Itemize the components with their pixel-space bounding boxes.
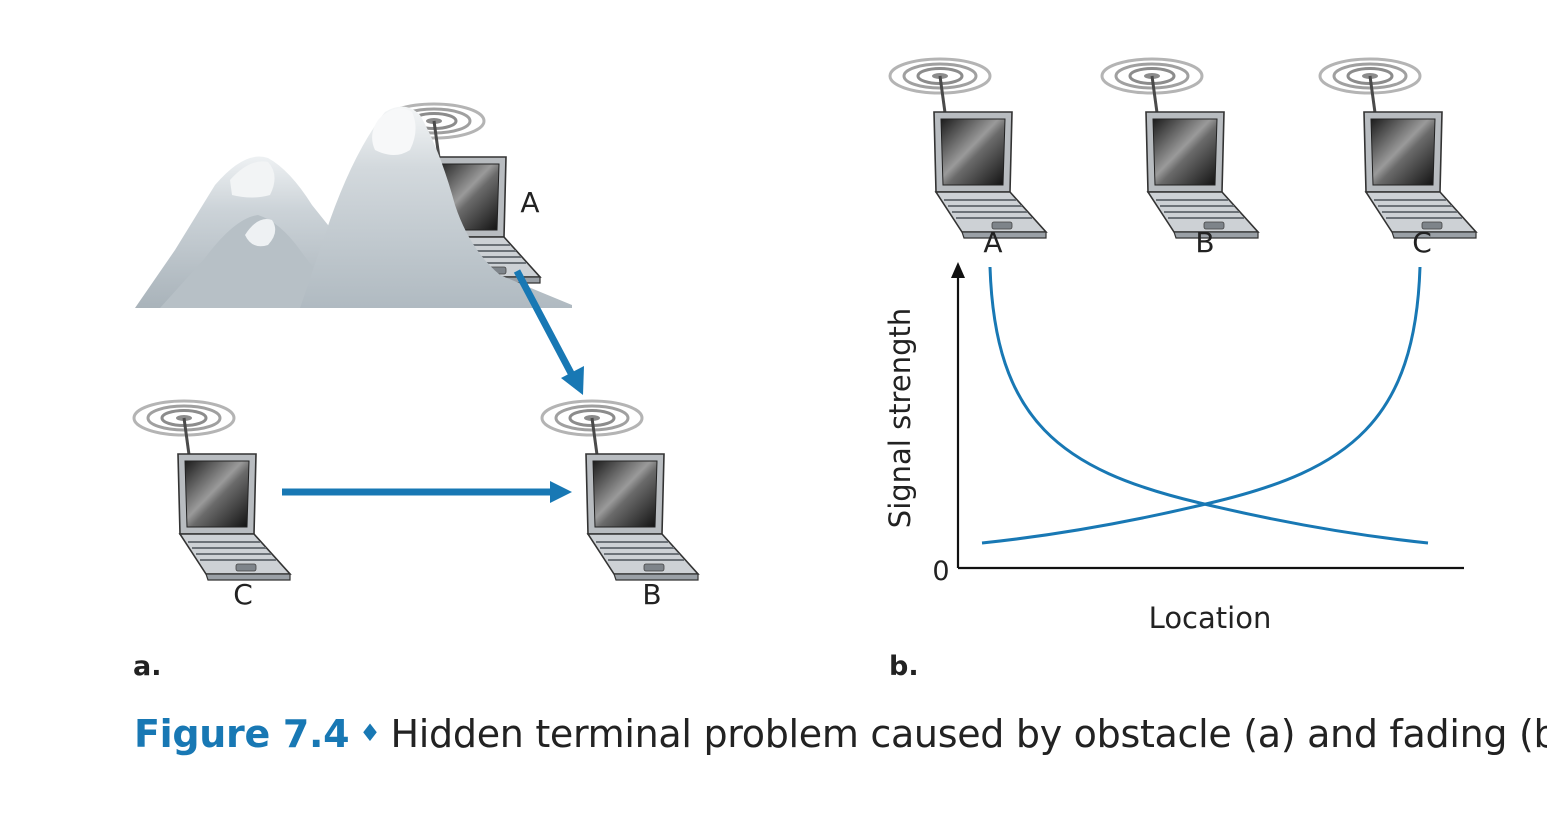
node-a-label-b: A bbox=[983, 226, 1002, 259]
node-a-label: A bbox=[520, 186, 539, 219]
arrow-a-to-b bbox=[513, 269, 584, 395]
signal-curve-a bbox=[988, 266, 1429, 545]
node-c-label: C bbox=[233, 578, 253, 611]
caption-text: Hidden terminal problem caused by obstac… bbox=[390, 712, 1547, 756]
arrow-c-to-b bbox=[282, 481, 572, 503]
panel-b: A B C 0 Location Signal strength b. bbox=[883, 57, 1478, 682]
y-axis-label: Signal strength bbox=[883, 308, 917, 528]
figure-number: Figure 7.4 bbox=[134, 712, 350, 756]
node-b-label-b: B bbox=[1195, 226, 1214, 259]
signal-axes bbox=[951, 262, 1464, 570]
origin-label: 0 bbox=[932, 556, 949, 587]
laptop-b-a-icon bbox=[888, 57, 1048, 240]
node-b-label: B bbox=[642, 578, 661, 611]
panel-a-tag: a. bbox=[133, 651, 161, 682]
node-c-label-b: C bbox=[1412, 226, 1432, 259]
caption-separator: ♦ bbox=[359, 719, 381, 747]
mountain-obstacle-icon bbox=[135, 106, 572, 309]
x-axis-label: Location bbox=[1149, 601, 1272, 635]
laptop-b-b-icon bbox=[1100, 57, 1260, 240]
panel-b-tag: b. bbox=[889, 651, 919, 682]
laptop-b-c-icon bbox=[1318, 57, 1478, 240]
laptop-c-icon bbox=[132, 399, 292, 582]
figure-caption: Figure 7.4 ♦ Hidden terminal problem cause… bbox=[134, 712, 1547, 756]
signal-curve-c bbox=[981, 266, 1422, 545]
panel-a: A C B a. bbox=[132, 102, 700, 682]
